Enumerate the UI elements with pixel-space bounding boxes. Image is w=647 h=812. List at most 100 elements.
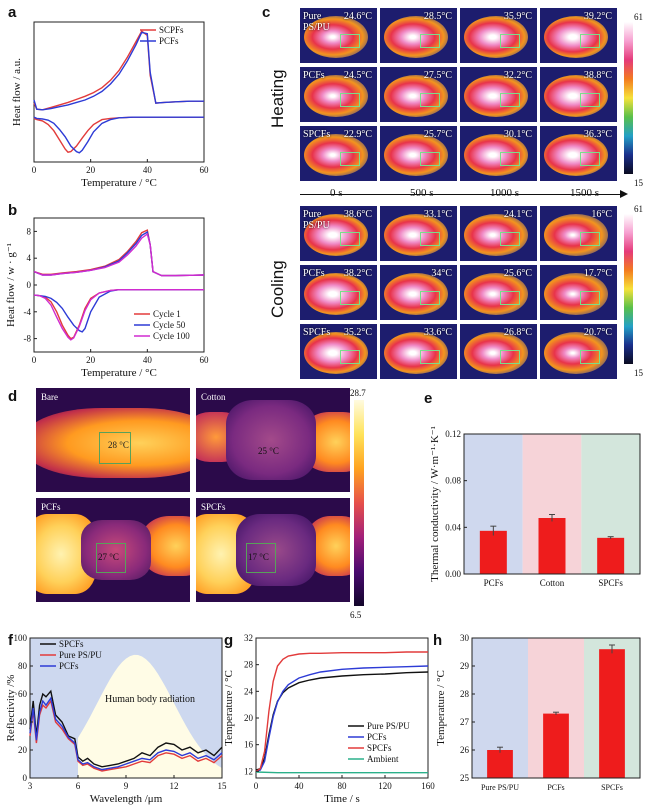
measure-box bbox=[500, 152, 520, 166]
panel-label-h: h bbox=[433, 632, 443, 649]
measure-box bbox=[500, 232, 520, 246]
y-tick-label: 20 bbox=[244, 713, 254, 723]
y-tick-label: 27 bbox=[460, 717, 470, 727]
colorbar-d bbox=[354, 400, 364, 606]
x-tick-label: 6 bbox=[76, 781, 81, 791]
thermal-temp: 26.8°C bbox=[503, 327, 532, 338]
y-tick-label: 60 bbox=[18, 689, 28, 699]
measure-box bbox=[420, 152, 440, 166]
y-tick-label: 0.04 bbox=[445, 522, 461, 532]
series-line-cycle-50 bbox=[33, 231, 205, 277]
legend-label: Cycle 1 bbox=[153, 309, 181, 319]
bar-cotton bbox=[538, 518, 566, 574]
category-label: Cotton bbox=[540, 578, 565, 588]
x-tick-label: 20 bbox=[86, 355, 96, 365]
x-tick-label: 40 bbox=[295, 781, 305, 791]
legend-label: SPCFs bbox=[367, 743, 392, 753]
panel-label-c: c bbox=[262, 4, 271, 21]
thermal-blob bbox=[304, 134, 368, 176]
body-radiation-area bbox=[78, 654, 222, 778]
thermal-blob bbox=[544, 134, 608, 176]
y-tick-label: 26 bbox=[460, 745, 470, 755]
panel-label-f: f bbox=[8, 632, 13, 649]
thermal-d-temp: 28 °C bbox=[108, 440, 129, 450]
y-tick-label: 4 bbox=[27, 253, 32, 263]
chart-a: 0 20 40 60 Temperature / °C Heat flow / a.u. S… bbox=[11, 21, 209, 189]
y-tick-label: 28 bbox=[460, 689, 470, 699]
thermal-image-cooling-2-1: 33.6°C bbox=[380, 324, 457, 379]
thermal-blob bbox=[464, 273, 528, 315]
y-tick-label: 100 bbox=[14, 633, 28, 643]
y-tick-label: -4 bbox=[24, 307, 32, 317]
y-tick-label: 0 bbox=[23, 773, 28, 783]
x-tick-label: 40 bbox=[143, 165, 153, 175]
thermal-temp: 17.7°C bbox=[583, 268, 612, 279]
x-tick-label: 120 bbox=[378, 781, 392, 791]
category-label: Pure PS/PU bbox=[481, 783, 519, 792]
y-tick-label: 25 bbox=[460, 773, 470, 783]
thermal-blob bbox=[464, 134, 528, 176]
thermal-image-heating-1-2: 32.2°C bbox=[460, 67, 537, 122]
thermal-blob bbox=[304, 75, 368, 117]
legend-label: Pure PS/PU bbox=[59, 650, 102, 660]
thermal-image-heating-2-0: 22.9°C SPCFs bbox=[300, 126, 377, 181]
thermal-temp: 16°C bbox=[591, 209, 612, 220]
thermal-d-name: Bare bbox=[41, 392, 58, 402]
thermal-blob bbox=[544, 214, 608, 256]
x-tick-label: 9 bbox=[124, 781, 129, 791]
thermal-temp: 28.5°C bbox=[423, 11, 452, 22]
colorbar-heating-max: 61 bbox=[634, 12, 643, 22]
bar-pcfs bbox=[479, 530, 507, 574]
chart-g: 0 40 80 120 160 12 16 20 24 28 32 Time / s Temperatu… bbox=[223, 633, 435, 805]
thermal-temp: 38.6°C bbox=[343, 209, 372, 220]
legend-label: Ambient bbox=[367, 754, 399, 764]
series-line-pcfs-cooling bbox=[33, 116, 204, 154]
thermal-temp: 34°C bbox=[431, 268, 452, 279]
time-axis: 0 s 500 s 1000 s 1500 s bbox=[300, 187, 630, 205]
x-axis-label: Wavelength /μm bbox=[90, 793, 163, 805]
thermal-blob bbox=[464, 75, 528, 117]
measure-box bbox=[580, 291, 600, 305]
thermal-d-name: Cotton bbox=[201, 392, 226, 402]
x-tick-label: 80 bbox=[338, 781, 348, 791]
measure-box bbox=[246, 543, 276, 573]
colorbar-heating-min: 15 bbox=[634, 178, 643, 188]
series-line-spcfs bbox=[255, 651, 428, 772]
thermal-blob bbox=[544, 273, 608, 315]
thermal-temp: 22.9°C bbox=[343, 129, 372, 140]
series-line-pure-ps-pu bbox=[29, 699, 223, 772]
measure-box bbox=[500, 93, 520, 107]
annotation: Human body radiation bbox=[105, 694, 195, 705]
legend-label: Cycle 100 bbox=[153, 331, 190, 341]
thermal-d-temp: 17 °C bbox=[248, 552, 269, 562]
y-axis-label: Temperature / °C bbox=[223, 670, 235, 746]
y-axis-label: Temperature / °C bbox=[435, 670, 447, 746]
thermal-row-name: Pure PS/PU bbox=[303, 209, 330, 231]
bar-pcfs bbox=[543, 713, 569, 778]
thermal-image-cooling-1-3: 17.7°C bbox=[540, 265, 617, 320]
thermal-image-cooling-0-1: 33.1°C bbox=[380, 206, 457, 261]
measure-box bbox=[580, 232, 600, 246]
series-line-ambient bbox=[255, 771, 428, 774]
thermal-grid-c: Heating Cooling 0 s 500 s 1000 s 1500 s 61 … bbox=[260, 0, 647, 385]
thermal-image-heating-0-1: 28.5°C bbox=[380, 8, 457, 63]
thermal-image-heating-2-1: 25.7°C bbox=[380, 126, 457, 181]
thermal-temp: 20.7°C bbox=[583, 327, 612, 338]
thermal-blob bbox=[384, 273, 448, 315]
thermal-temp: 25.7°C bbox=[423, 129, 452, 140]
colorbar-cooling-max: 61 bbox=[634, 204, 643, 214]
thermal-image-cooling-1-1: 34°C bbox=[380, 265, 457, 320]
thermal-temp: 38.8°C bbox=[583, 70, 612, 81]
thermal-blob bbox=[304, 214, 368, 256]
plot-frame bbox=[471, 637, 641, 779]
colorbar-cooling bbox=[624, 214, 633, 364]
heating-label: Heating bbox=[268, 69, 287, 128]
y-tick-label: 20 bbox=[18, 745, 28, 755]
measure-box bbox=[580, 350, 600, 364]
thermal-d-temp: 27 °C bbox=[98, 552, 119, 562]
measure-box bbox=[340, 34, 360, 48]
legend-label: Cycle 50 bbox=[153, 320, 186, 330]
thermal-image-cooling-0-0: 38.6°C Pure PS/PU bbox=[300, 206, 377, 261]
measure-box bbox=[340, 350, 360, 364]
legend-label: SCPFs bbox=[159, 25, 184, 35]
